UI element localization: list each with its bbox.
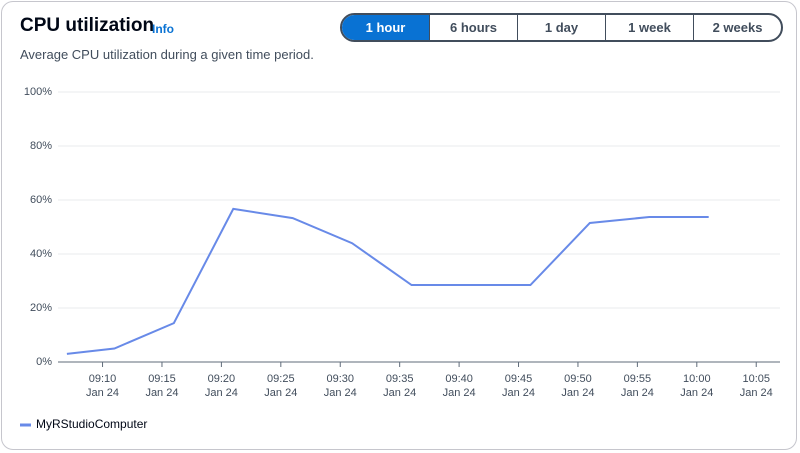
x-tick-label: 09:30 [326,373,354,385]
time-range-button[interactable]: 1 hour [342,15,429,40]
x-tick-label: Jan 24 [145,387,178,399]
x-tick-label: Jan 24 [680,387,713,399]
x-tick-label: 09:25 [267,373,295,385]
legend-label: MyRStudioComputer [36,417,147,431]
time-range-button[interactable]: 6 hours [429,15,517,40]
time-range-button[interactable]: 2 weeks [693,15,781,40]
x-tick-label: 09:15 [148,373,176,385]
x-tick-label: Jan 24 [264,387,297,399]
x-tick-label: 09:40 [445,373,473,385]
time-range-button[interactable]: 1 week [605,15,693,40]
x-tick-label: Jan 24 [205,387,238,399]
y-tick-label: 60% [30,194,52,206]
data-line [66,207,709,355]
y-tick-label: 40% [30,248,52,260]
x-tick-label: 09:20 [208,373,236,385]
x-tick-label: Jan 24 [740,387,773,399]
x-tick-label: 10:05 [742,373,770,385]
widget-title: CPU utilization [20,15,155,36]
x-tick-label: Jan 24 [86,387,119,399]
x-tick-label: Jan 24 [621,387,654,399]
x-tick-label: Jan 24 [324,387,357,399]
x-tick-label: Jan 24 [561,387,594,399]
time-range-button[interactable]: 1 day [517,15,605,40]
x-tick-label: Jan 24 [502,387,535,399]
y-tick-label: 20% [30,302,52,314]
x-tick-label: 09:50 [564,373,592,385]
x-tick-label: 09:45 [505,373,533,385]
y-tick-label: 100% [24,86,52,98]
x-tick-label: 09:35 [386,373,414,385]
y-tick-label: 80% [30,140,52,152]
x-tick-label: 09:55 [624,373,652,385]
x-tick-label: Jan 24 [383,387,416,399]
x-tick-label: Jan 24 [443,387,476,399]
time-range-selector: 1 hour 6 hours 1 day 1 week 2 weeks [340,13,783,42]
widget-subtitle: Average CPU utilization during a given t… [20,47,314,62]
x-tick-label: 10:00 [683,373,711,385]
x-tick-label: 09:10 [89,373,117,385]
info-link[interactable]: Info [152,22,174,36]
y-tick-label: 0% [36,356,52,368]
